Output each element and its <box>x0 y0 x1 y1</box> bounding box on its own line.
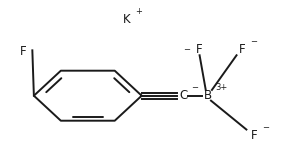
Text: −: − <box>250 38 257 47</box>
Text: F: F <box>196 43 202 56</box>
Text: −: − <box>262 123 269 132</box>
Text: C: C <box>180 89 188 102</box>
Text: F: F <box>239 43 245 56</box>
Text: −: − <box>183 45 190 54</box>
Text: −: − <box>191 83 198 92</box>
Text: K: K <box>123 13 131 26</box>
Text: B: B <box>204 89 212 102</box>
Text: F: F <box>20 46 26 58</box>
Text: 3+: 3+ <box>216 83 228 92</box>
Text: +: + <box>136 7 142 16</box>
Text: F: F <box>251 129 258 142</box>
